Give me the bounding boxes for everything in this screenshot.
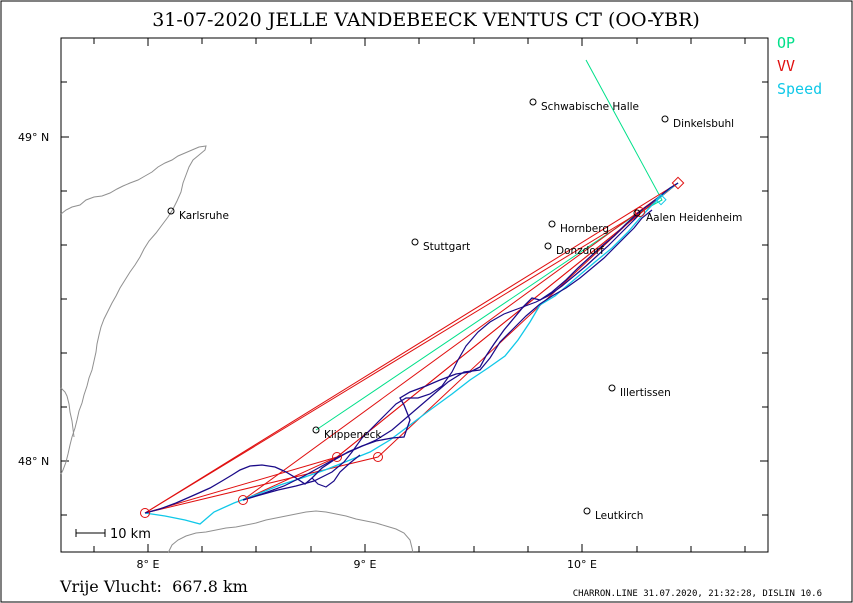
city-markers: Schwabische Halle Dinkelsbuhl Karlsruhe …	[167, 98, 742, 522]
op-marker	[655, 194, 667, 206]
city-label: Illertissen	[620, 387, 671, 399]
track-loop	[311, 454, 361, 488]
turnpoint-5	[635, 207, 645, 217]
city-hornberg: Hornberg	[548, 220, 609, 235]
lon-label-10: 10° E	[567, 558, 597, 571]
vv-line-3	[242, 182, 679, 501]
city-label: Hornberg	[560, 223, 609, 235]
turnpoint-markers	[140, 176, 685, 518]
city-dot	[548, 220, 556, 228]
footer-text: CHARRON.LINE 31.07.2020, 21:32:28, DISLI…	[573, 589, 822, 599]
map-title: 31-07-2020 JELLE VANDEBEECK VENTUS CT (O…	[152, 9, 700, 31]
legend-op: OP	[777, 34, 795, 52]
city-dot	[544, 242, 552, 250]
track-variant-2	[242, 209, 653, 501]
city-dot	[529, 98, 537, 106]
city-label: Schwabische Halle	[541, 101, 639, 113]
city-dot	[661, 115, 669, 123]
city-stuttgart: Stuttgart	[411, 238, 470, 253]
lon-label-8: 8° E	[137, 558, 160, 571]
speed-track	[144, 182, 679, 525]
city-label: Klippeneck	[324, 429, 382, 441]
main-track	[144, 182, 679, 514]
city-karlsruhe: Karlsruhe	[167, 207, 229, 222]
city-label: Karlsruhe	[179, 210, 229, 222]
distance-text: Vrije Vlucht: 667.8 km	[59, 577, 248, 596]
turnpoint-start	[140, 508, 150, 518]
turnpoint-2	[238, 495, 248, 505]
city-label: Dinkelsbuhl	[673, 118, 734, 130]
lat-label-49: 49° N	[18, 131, 49, 144]
city-label: Donzdorf	[556, 245, 604, 257]
city-donzdorf: Donzdorf	[544, 242, 604, 257]
city-label: Leutkirch	[595, 510, 643, 522]
city-dot	[633, 209, 641, 217]
city-dot	[312, 426, 320, 434]
map-frame	[60, 37, 769, 553]
city-dot	[608, 384, 616, 392]
city-dot	[411, 238, 419, 246]
country-borders	[60, 145, 414, 554]
legend-speed: Speed	[777, 80, 822, 98]
city-schwabische-halle: Schwabische Halle	[529, 98, 639, 113]
axis-ticks	[61, 38, 768, 552]
lat-label-48: 48° N	[18, 455, 49, 468]
scale-bar: 10 km	[75, 527, 151, 542]
track-variant-1	[242, 215, 639, 501]
turnpoint-end	[671, 176, 685, 190]
turnpoint-3	[332, 452, 342, 462]
city-dot	[583, 507, 591, 515]
turnpoint-4	[373, 452, 383, 462]
city-label: Stuttgart	[423, 241, 470, 253]
city-dot	[167, 207, 175, 215]
legend-vv: VV	[777, 57, 795, 75]
city-leutkirch: Leutkirch	[583, 507, 643, 522]
city-klippeneck: Klippeneck	[312, 426, 382, 441]
flight-tracks	[144, 59, 679, 525]
city-illertissen: Illertissen	[608, 384, 671, 399]
city-dinkelsbuhl: Dinkelsbuhl	[661, 115, 734, 130]
city-aalen-heidenheim: Aalen Heidenheim	[633, 209, 742, 224]
city-label: Aalen Heidenheim	[646, 212, 742, 224]
scale-bar-label: 10 km	[110, 527, 151, 542]
lon-label-9: 9° E	[354, 558, 377, 571]
vv-line-2	[144, 211, 641, 514]
